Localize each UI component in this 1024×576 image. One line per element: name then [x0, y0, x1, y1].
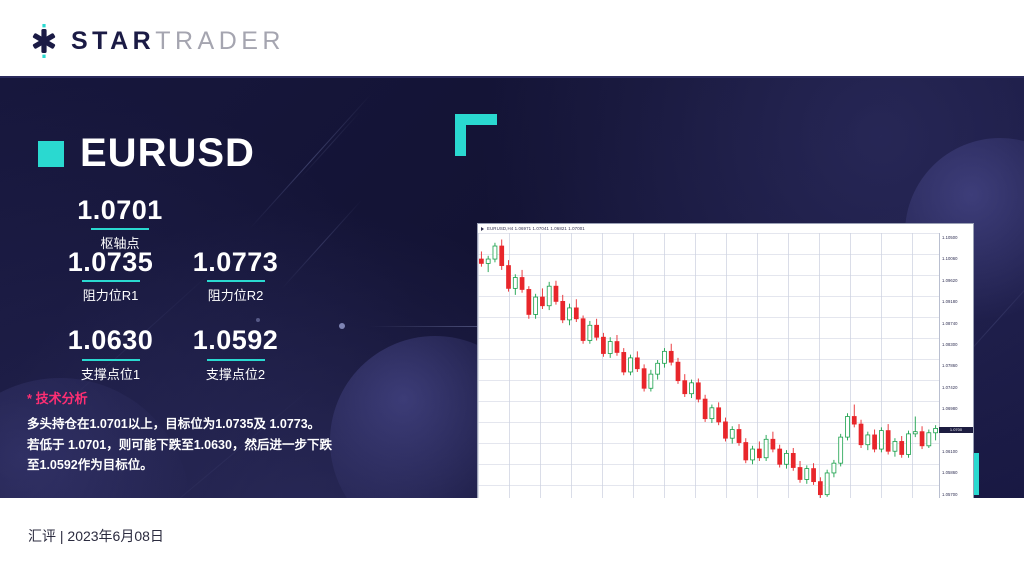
pivot-label: 枢轴点	[100, 236, 140, 252]
price-axis: 1.10500 1.10060 1.09620 1.09180 1.08740 1.083…	[939, 233, 973, 498]
level-label: 支撑点位1	[80, 366, 141, 382]
brand-name-bold: STAR	[71, 26, 156, 55]
corner-bracket-top-left	[455, 114, 497, 156]
level-divider	[81, 358, 140, 361]
levels-grid: 1.0735 阻力位R1 1.0773 阻力位R2 1.0630 支撑点位1 1…	[48, 248, 298, 383]
chart-header-bar: EURUSD,H4 1.06971 1.07041 1.06821 1.0700…	[478, 224, 973, 233]
brand-name-light: TRADER	[155, 26, 285, 55]
price-tick-label: 1.07420	[942, 384, 958, 390]
asterisk-star-icon	[27, 24, 61, 58]
level-value: 1.0592	[192, 325, 279, 356]
level-value: 1.0630	[67, 325, 154, 356]
level-divider	[91, 228, 149, 231]
price-tick-label: 1.07860	[942, 363, 958, 369]
footer-caption: 汇评 | 2023年6月08日	[28, 528, 164, 544]
page-header: STAR TRADER	[0, 0, 1024, 78]
header-divider	[0, 76, 1024, 78]
pivot-value: 1.0701	[77, 195, 163, 225]
main-dark-panel: EURUSD 1.0701 枢轴点 1.0735 阻力位R1 1.0773 阻力…	[0, 78, 1024, 498]
level-divider	[81, 280, 140, 283]
square-bullet-icon	[38, 140, 64, 167]
price-tick-label: 1.09620	[942, 277, 958, 283]
chart-title: EURUSD,H4 1.06971 1.07041 1.06821 1.0700…	[487, 226, 585, 231]
chart-container: EURUSD,H4 1.06971 1.07041 1.06821 1.0700…	[455, 114, 979, 498]
price-tick-label: 1.08740	[942, 320, 958, 326]
level-value: 1.0735	[67, 247, 154, 277]
technical-analysis-block: * 技术分析 多头持仓在1.0701以上，目标位为1.0735及 1.0773。…	[27, 388, 337, 476]
price-tick-label: 1.08300	[942, 342, 958, 348]
level-support-2: 1.0592 支撑点位2	[173, 326, 298, 382]
chart-plot-area	[478, 233, 939, 498]
chevron-down-icon	[481, 226, 484, 231]
level-resistance-2: 1.0773 阻力位R2	[173, 248, 298, 304]
page-title: EURUSD	[80, 131, 255, 175]
decor-dot	[339, 323, 345, 329]
price-tick-label: 1.09180	[942, 299, 958, 305]
page-footer: 汇评 | 2023年6月08日	[0, 498, 1024, 576]
analysis-line-3: 至1.0592作为目标位。	[27, 458, 153, 473]
level-divider	[206, 358, 265, 361]
level-support-1: 1.0630 支撑点位1	[48, 326, 173, 382]
level-label: 阻力位R2	[207, 288, 264, 304]
decor-streak	[299, 111, 361, 179]
price-tick-label: 1.06100	[942, 449, 958, 455]
level-pivot: 1.0701 枢轴点	[60, 196, 180, 252]
candlestick-chart[interactable]: EURUSD,H4 1.06971 1.07041 1.06821 1.0700…	[477, 223, 974, 498]
price-tick-label: 1.05700	[942, 491, 958, 497]
level-resistance-1: 1.0735 阻力位R1	[48, 248, 173, 304]
price-tick-label: 1.05860	[942, 470, 958, 476]
instrument-title-row: EURUSD	[38, 131, 255, 176]
brand-logo: STAR TRADER	[27, 24, 285, 58]
analysis-heading: * 技术分析	[27, 391, 88, 406]
analysis-line-1: 多头持仓在1.0701以上，目标位为1.0735及 1.0773。	[27, 417, 321, 431]
decor-line	[370, 326, 480, 327]
level-label: 支撑点位2	[205, 366, 266, 382]
level-value: 1.0773	[192, 247, 279, 277]
level-divider	[206, 280, 265, 283]
decor-dot	[256, 318, 260, 322]
level-label: 阻力位R1	[82, 288, 139, 304]
price-tick-label: 1.10500	[942, 235, 958, 240]
price-tick-label: 1.06980	[942, 406, 958, 412]
current-price-marker: 1.0700	[939, 426, 973, 433]
analysis-line-2: 若低于 1.0701，则可能下跌至1.0630，然后进一步下跌	[27, 437, 332, 452]
brand-wordmark: STAR TRADER	[71, 27, 285, 56]
price-tick-label: 1.10060	[942, 256, 958, 262]
candlestick-series	[479, 239, 938, 498]
